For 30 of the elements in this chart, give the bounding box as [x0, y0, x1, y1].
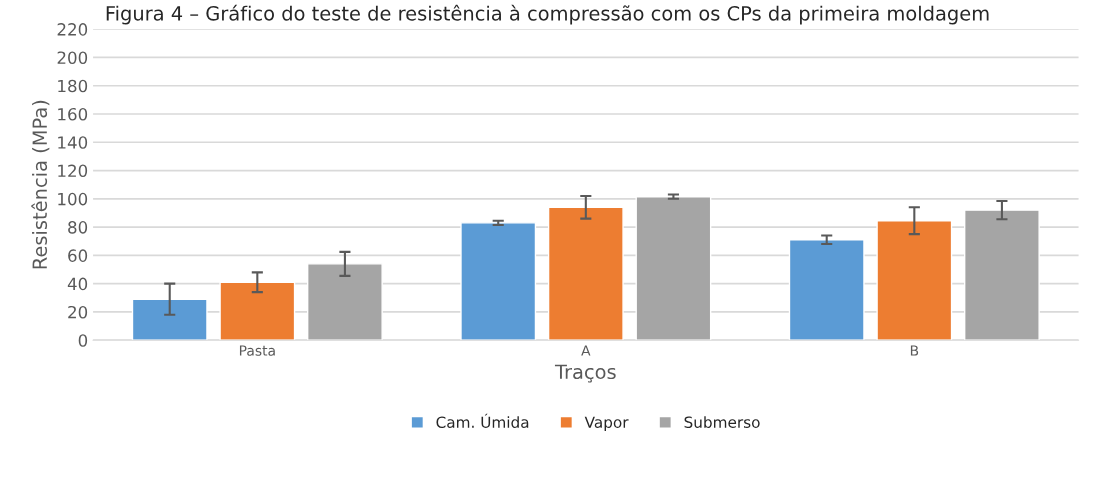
y-tick-label: 200 [57, 51, 88, 65]
x-tick-label: A [581, 345, 591, 356]
y-tick-label: 60 [68, 249, 88, 262]
bar [635, 196, 712, 341]
x-axis-title: Traços [554, 364, 616, 383]
legend-label: Vapor [584, 416, 629, 431]
x-tick-label: B [910, 345, 919, 356]
y-tick-label: 120 [58, 164, 88, 178]
legend-label: Cam. Úmida [436, 413, 529, 428]
y-tick-label: 100 [58, 192, 88, 206]
y-tick-label: 180 [58, 79, 88, 93]
y-tick-label: 0 [78, 334, 88, 347]
bar [788, 239, 865, 341]
x-tick-label: Pasta [239, 345, 275, 356]
bar [219, 281, 296, 341]
bar [131, 298, 208, 341]
y-tick-label: 80 [68, 221, 88, 234]
y-tick-label: 220 [57, 23, 88, 36]
bar [460, 222, 537, 341]
y-axis-title: Resistência (MPa) [31, 100, 50, 269]
bar [963, 209, 1040, 341]
y-tick-label: 160 [58, 107, 88, 121]
y-tick-label: 20 [68, 305, 88, 319]
y-tick-label: 40 [67, 277, 88, 291]
chart-title: Figura 4 – Gráfico do teste de resistência à compressão com os CPs da primeira moldagem [106, 4, 989, 25]
y-tick-label: 140 [58, 136, 88, 149]
bar [876, 220, 953, 341]
legend-label: Submerso [684, 416, 760, 428]
bar [547, 206, 624, 341]
bar [306, 263, 383, 341]
